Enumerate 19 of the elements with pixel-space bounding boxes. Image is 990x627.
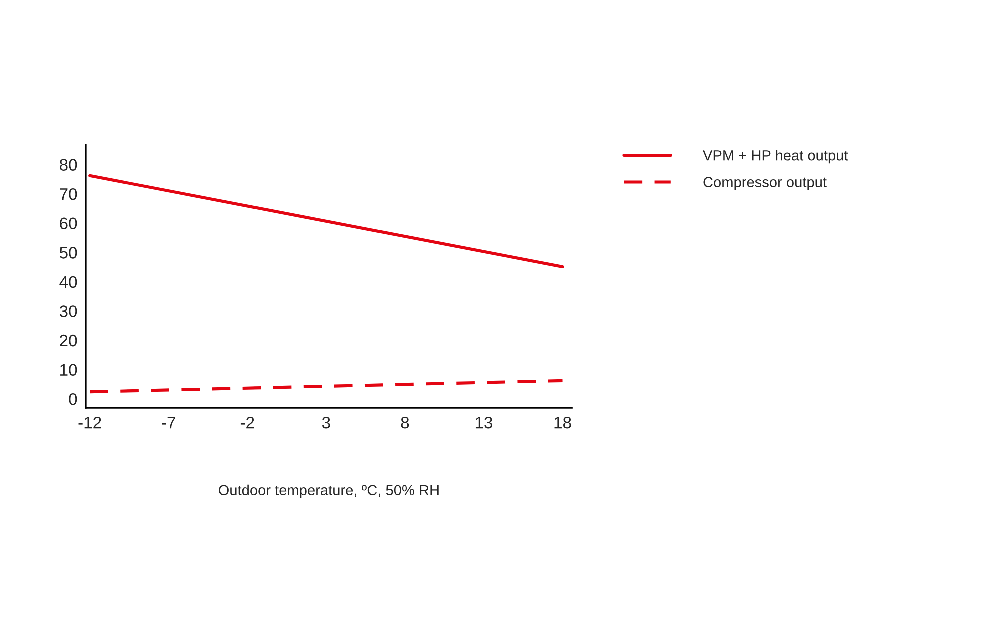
y-tick-label: 0 bbox=[69, 393, 78, 406]
x-tick-label: -7 bbox=[162, 417, 176, 429]
y-tick-label: 50 bbox=[60, 247, 78, 259]
x-tick-label: -12 bbox=[78, 416, 102, 429]
x-tick-label: 3 bbox=[322, 416, 330, 429]
x-tick-label: 13 bbox=[476, 416, 493, 429]
x-tick-label: -2 bbox=[240, 416, 254, 429]
y-tick-label: 10 bbox=[60, 364, 78, 376]
y-tick-label: 30 bbox=[60, 306, 78, 318]
y-tick-label: 60 bbox=[60, 218, 78, 230]
y-tick-label: 80 bbox=[60, 159, 78, 171]
y-tick-label: 20 bbox=[60, 334, 78, 347]
legend-label: VPM + HP heat output bbox=[703, 150, 848, 164]
y-tick-label: 40 bbox=[60, 276, 78, 288]
x-tick-label: 8 bbox=[401, 416, 410, 429]
x-tick-label: 18 bbox=[554, 416, 572, 429]
x-axis-title: Outdoor temperature, ºC, 50% RH bbox=[219, 484, 439, 498]
legend-label: Compressor output bbox=[704, 177, 827, 190]
y-tick-label: 70 bbox=[60, 188, 78, 200]
